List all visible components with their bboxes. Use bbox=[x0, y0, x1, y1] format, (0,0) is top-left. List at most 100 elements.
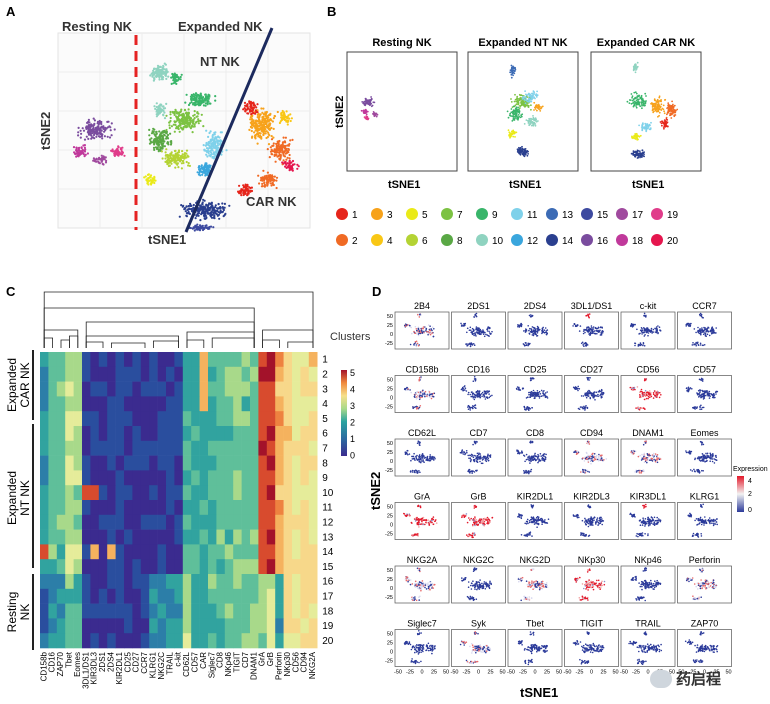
cluster-18-point bbox=[83, 146, 86, 149]
heatmap-cell bbox=[48, 603, 58, 619]
cluster-14-point bbox=[643, 151, 645, 154]
cluster-row-label: 16 bbox=[322, 577, 334, 588]
marker-plot-point bbox=[593, 332, 596, 335]
marker-plot-point bbox=[645, 331, 647, 334]
heatmap-cell bbox=[292, 485, 301, 501]
heatmap-cell bbox=[132, 500, 142, 516]
heatmap-cell bbox=[292, 574, 301, 590]
marker-plot-point bbox=[643, 345, 646, 347]
cluster-16-point bbox=[87, 127, 90, 131]
heatmap-cell bbox=[258, 470, 268, 486]
heatmap-cell bbox=[166, 485, 175, 501]
heatmap-cell bbox=[233, 529, 242, 545]
cluster-3-point bbox=[261, 124, 264, 127]
cluster-8-point bbox=[148, 134, 151, 137]
heatmap-cell bbox=[73, 603, 83, 619]
heatmap-cell bbox=[224, 381, 234, 397]
heatmap-cell bbox=[199, 411, 209, 427]
marker-plot-point bbox=[656, 330, 659, 332]
cluster-14-point bbox=[223, 202, 226, 205]
cluster-2-point bbox=[282, 141, 285, 144]
heatmap-cell bbox=[216, 633, 226, 649]
cluster-6-point bbox=[166, 163, 169, 166]
marker-plot-point bbox=[642, 331, 645, 334]
cluster-1-point bbox=[663, 123, 666, 126]
marker-plot-point bbox=[588, 328, 591, 331]
cluster-14-point bbox=[197, 214, 200, 217]
heatmap-cell bbox=[224, 485, 234, 501]
cluster-15-point bbox=[212, 226, 215, 229]
cluster-10-point bbox=[632, 66, 635, 68]
marker-plot-point bbox=[426, 331, 429, 333]
cluster-19-point bbox=[116, 147, 119, 150]
cluster-14-point bbox=[212, 208, 216, 211]
heatmap-cell bbox=[283, 618, 293, 634]
cluster-1-point bbox=[252, 101, 255, 104]
cluster-8-point bbox=[148, 128, 151, 131]
heatmap-cell bbox=[48, 381, 58, 397]
cluster-row-label: 12 bbox=[322, 518, 334, 529]
marker-plot-point bbox=[417, 313, 419, 316]
heatmap-cell bbox=[199, 603, 209, 619]
cluster-2-point bbox=[264, 176, 267, 180]
heatmap-cell bbox=[199, 485, 209, 501]
cluster-19-point bbox=[117, 150, 120, 153]
cluster-18-point bbox=[75, 152, 78, 155]
heatmap-cell bbox=[124, 381, 133, 397]
cluster-7-point bbox=[169, 113, 172, 116]
heatmap-cell bbox=[82, 381, 91, 397]
legend-swatch-11 bbox=[511, 208, 523, 220]
marker-plot-point bbox=[415, 328, 418, 330]
cluster-6-point bbox=[184, 156, 187, 159]
legend-swatch-1 bbox=[336, 208, 348, 220]
marker-plot-point bbox=[491, 330, 493, 333]
heatmap-cell bbox=[157, 500, 167, 516]
cluster-2-point bbox=[268, 156, 271, 159]
marker-plot-point bbox=[641, 331, 643, 334]
cluster-1-point bbox=[663, 127, 665, 130]
cluster-7-point bbox=[523, 105, 526, 108]
heatmap-cell bbox=[124, 366, 133, 382]
heatmap-cell bbox=[224, 529, 234, 545]
cluster-8-point bbox=[156, 147, 159, 151]
cluster-7-point bbox=[173, 130, 176, 133]
marker-plot-point bbox=[601, 327, 603, 329]
cluster-4-point bbox=[281, 109, 284, 113]
marker-plot-title: 2DS4 bbox=[524, 301, 547, 311]
cluster-4-point bbox=[285, 120, 288, 123]
heatmap-cell bbox=[132, 470, 142, 486]
heatmap-cell bbox=[182, 618, 192, 634]
cluster-8-point bbox=[149, 140, 152, 143]
cluster-1-point bbox=[242, 108, 245, 111]
cluster-3-point bbox=[250, 126, 253, 129]
cluster-14-point bbox=[634, 151, 637, 154]
marker-plot-point bbox=[482, 330, 485, 333]
heatmap-cell bbox=[208, 381, 217, 397]
cluster-8-point bbox=[166, 141, 170, 144]
heatmap-cell bbox=[208, 514, 217, 530]
clusters-heading: Clusters bbox=[330, 331, 371, 343]
cluster-3-point bbox=[269, 118, 272, 121]
cluster-1-point bbox=[246, 103, 249, 106]
cluster-11-point bbox=[219, 142, 222, 145]
marker-plot-point bbox=[525, 330, 528, 332]
heatmap-cell bbox=[258, 514, 268, 530]
legend-swatch-6 bbox=[406, 234, 418, 246]
heatmap-cell bbox=[182, 588, 192, 604]
cluster-16-point bbox=[100, 120, 103, 124]
cluster-14-point bbox=[519, 151, 522, 154]
heatmap-cell bbox=[275, 559, 284, 575]
heatmap-cell bbox=[283, 603, 293, 619]
legend-swatch-13 bbox=[546, 208, 558, 220]
heatmap-cell bbox=[199, 514, 209, 530]
heatmap-cell bbox=[90, 574, 100, 590]
legend-label-14: 14 bbox=[562, 236, 574, 247]
heatmap-cell bbox=[140, 603, 150, 619]
heatmap-cell bbox=[300, 485, 310, 501]
marker-plot-point bbox=[489, 332, 491, 334]
cluster-16-point bbox=[97, 125, 100, 128]
cluster-3-point bbox=[257, 116, 261, 119]
heatmap-cell bbox=[250, 588, 259, 604]
dendrogram-branch bbox=[186, 339, 205, 348]
cluster-17-point bbox=[375, 115, 378, 118]
